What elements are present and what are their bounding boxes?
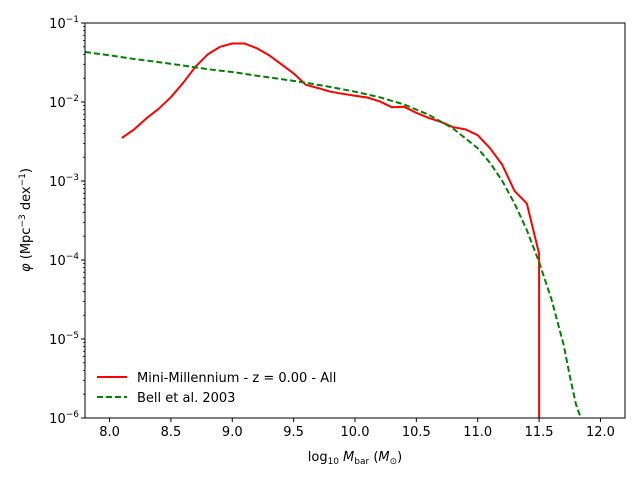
y-axis-ticks: 10−6 10−5 10−4 10−3 10−2 10−1 [49, 15, 85, 427]
x-tick-label: 11.5 [525, 425, 554, 440]
y-tick-label: 10−1 [49, 15, 79, 32]
y-tick-label: 10−5 [49, 331, 79, 348]
series-line-0 [121, 42, 541, 418]
plot-area-frame [84, 22, 626, 419]
x-tick-label: 12.0 [586, 425, 615, 440]
x-tick-label: 10.0 [341, 425, 370, 440]
y-tick-label: 10−3 [49, 173, 79, 190]
legend: Mini-Millennium - z = 0.00 - All Bell et… [97, 371, 336, 406]
legend-label-mini-millennium: Mini-Millennium - z = 0.00 - All [137, 371, 336, 386]
y-tick-label: 10−2 [49, 94, 79, 111]
legend-label-bell-2003: Bell et al. 2003 [137, 391, 235, 406]
x-tick-label: 9.5 [283, 425, 304, 440]
y-tick-label: 10−6 [49, 410, 79, 427]
x-axis-ticks: 8.0 8.5 9.0 9.5 10.0 10.5 11.0 11.5 12.0 [99, 418, 615, 440]
y-tick-label: 10−4 [49, 252, 79, 269]
x-tick-label: 10.5 [402, 425, 431, 440]
x-axis-label: log10 Mbar (M⊙) [308, 450, 403, 467]
x-tick-label: 8.0 [99, 425, 120, 440]
y-axis-label: φ (Mpc−3 dex−1) [18, 168, 34, 272]
series-layer [85, 42, 582, 418]
x-tick-label: 11.0 [463, 425, 492, 440]
x-tick-label: 9.0 [222, 425, 243, 440]
x-tick-label: 8.5 [161, 425, 182, 440]
